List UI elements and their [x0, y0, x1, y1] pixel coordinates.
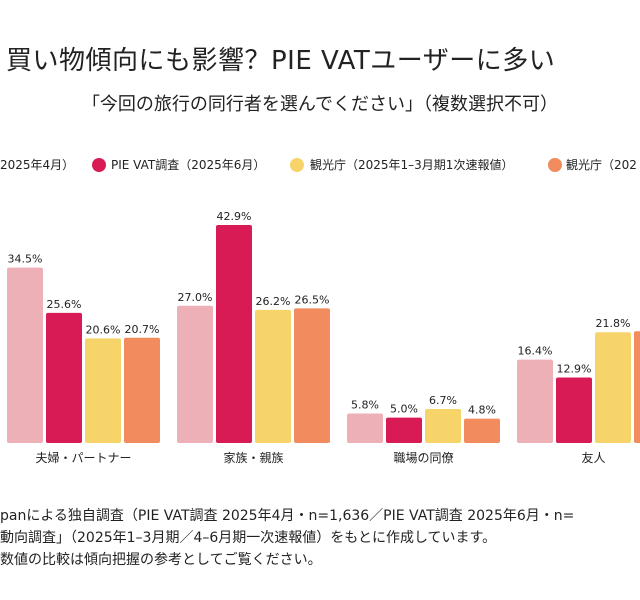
chart-subtitle: 「今回の旅行の同行者を選んでください」（複数選択不可）: [81, 94, 559, 115]
legend-dot-2: [92, 158, 106, 172]
data-label: 42.9%: [217, 210, 252, 223]
bar: [464, 418, 500, 443]
category-label: 夫婦・パートナー: [35, 450, 131, 465]
bar: [634, 331, 640, 443]
data-label: 12.9%: [557, 362, 592, 375]
data-label: 26.2%: [256, 295, 291, 308]
bar: [556, 377, 592, 443]
category-label: 職場の同僚: [393, 450, 453, 465]
legend-dot-4: [548, 158, 562, 172]
data-label: 26.5%: [295, 293, 330, 306]
category-label: 友人: [581, 451, 605, 465]
footnote-3: 数値の比較は傾向把握の参考としてご覧ください。: [0, 552, 322, 568]
data-label: 16.4%: [518, 345, 553, 358]
legend-label-3: 観光庁（2025年1–3月期1次速報値）: [310, 158, 514, 172]
data-label: 4.8%: [468, 404, 496, 417]
legend-label-4: 観光庁（202: [566, 158, 637, 172]
bar: [255, 309, 291, 443]
bar: [7, 267, 43, 443]
bar: [595, 332, 631, 443]
bar: [85, 338, 121, 443]
bar: [216, 225, 252, 443]
bar: [347, 413, 383, 443]
bar: [177, 305, 213, 443]
legend-label-1: 2025年4月）: [0, 158, 75, 172]
bar: [124, 337, 160, 443]
data-label: 6.7%: [429, 394, 457, 407]
data-label: 5.0%: [390, 403, 418, 416]
data-label: 21.8%: [596, 317, 631, 330]
data-label: 25.6%: [47, 298, 82, 311]
data-label: 20.7%: [125, 323, 160, 336]
data-label: 34.5%: [8, 253, 43, 266]
bar: [517, 359, 553, 443]
bar: [46, 312, 82, 443]
data-label: 5.8%: [351, 399, 379, 412]
data-label: 27.0%: [178, 291, 213, 304]
chart-title: 買い物傾向にも影響？PIE VATユーザーに多い: [6, 46, 556, 76]
data-label: 20.6%: [86, 323, 121, 336]
footnote-1: panによる独自調査（PIE VAT調査 2025年4月・n=1,636／PIE…: [0, 508, 575, 524]
legend-label-2: PIE VAT調査（2025年6月）: [111, 158, 266, 172]
category-label: 家族・親族: [223, 450, 283, 465]
legend-dot-3: [290, 158, 304, 172]
bar: [425, 408, 461, 443]
bar-chart: 34.5% 25.6% 20.6% 20.7% 夫婦・パートナー 27.0% 42.9% 26…: [7, 210, 640, 465]
bar: [386, 417, 422, 443]
bar: [294, 308, 330, 443]
footnote-2: 動向調査」（2025年1–3月期／4–6月期一次速報値）をもとに作成しています。: [0, 530, 497, 546]
